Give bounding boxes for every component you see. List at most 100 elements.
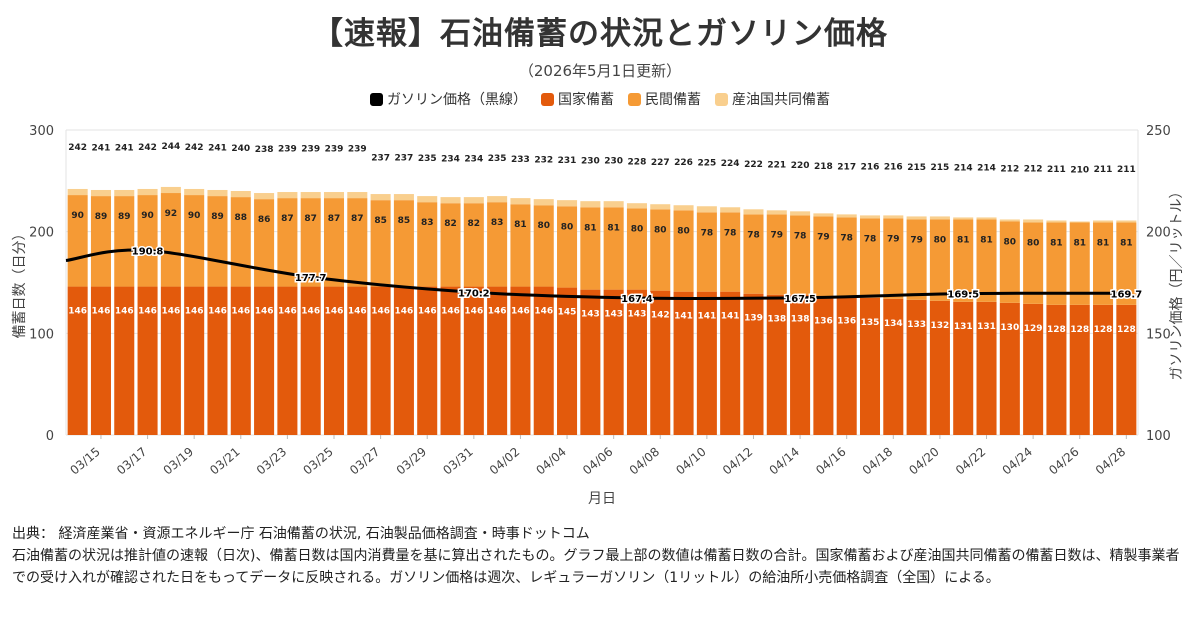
bar-segment — [440, 286, 461, 435]
legend-label-line: ガソリン価格（黒線） — [387, 92, 527, 108]
bar-segment — [673, 291, 694, 435]
data-label-private: 79 — [887, 234, 900, 244]
data-label-private: 79 — [910, 235, 923, 245]
bar-segment — [557, 287, 578, 435]
bar-segment — [557, 206, 578, 288]
data-label-national: 146 — [348, 307, 367, 317]
footer: 出典： 経済産業省・資源エネルギー庁 石油備蓄の状況, 石油製品価格調査・時事ド… — [12, 523, 1192, 589]
bar-segment — [440, 197, 461, 204]
y2-tick-label: 100 — [1146, 429, 1171, 444]
bar-segment — [230, 197, 251, 287]
data-label-total: 227 — [651, 158, 670, 168]
bar-segment — [393, 200, 414, 287]
chart-subtitle: （2026年5月1日更新） — [518, 62, 682, 80]
data-label-total: 216 — [861, 163, 880, 173]
bar-segment — [347, 198, 368, 287]
data-label-private: 81 — [607, 223, 620, 233]
bar-segment — [859, 218, 881, 298]
bar-segment — [859, 297, 881, 435]
bar-segment — [999, 221, 1020, 303]
data-label-national: 146 — [301, 307, 320, 317]
bar-segment — [463, 203, 484, 287]
data-label-total: 217 — [837, 162, 856, 172]
bar-segment — [114, 189, 135, 197]
bar-segment — [487, 286, 508, 435]
x-tick-label: 04/12 — [720, 445, 755, 478]
data-label-national: 135 — [861, 318, 880, 328]
legend-item-joint[interactable]: 産油国共同備蓄 — [715, 89, 830, 109]
bar-segment — [67, 195, 88, 287]
gasoline-price-label: 167.4 — [621, 294, 653, 305]
data-label-national: 131 — [977, 322, 996, 332]
data-label-private: 82 — [444, 219, 457, 229]
explanation-note: 石油備蓄の状況は推計値の速報（日次)、備蓄日数は国内消費量を基に算出されたもの。… — [12, 548, 1180, 586]
bar-segment — [953, 219, 974, 302]
data-label-national: 146 — [115, 307, 134, 317]
data-label-total: 210 — [1070, 165, 1089, 175]
data-label-national: 146 — [325, 307, 344, 317]
bar-segment — [696, 291, 717, 435]
bar-segment — [790, 211, 811, 216]
data-label-national: 146 — [161, 307, 180, 317]
data-label-total: 234 — [441, 155, 460, 165]
data-label-national: 128 — [1070, 325, 1089, 335]
bar-segment — [836, 214, 857, 218]
bar-segment — [254, 199, 275, 287]
bar-segment — [626, 289, 647, 435]
data-label-total: 239 — [348, 144, 367, 154]
bar-segment — [510, 286, 531, 435]
bar-segment — [1093, 304, 1114, 435]
bar-segment — [277, 192, 298, 199]
data-label-national: 146 — [534, 307, 553, 317]
data-label-total: 239 — [278, 144, 297, 154]
data-label-total: 211 — [1047, 165, 1066, 175]
bar-segment — [1046, 222, 1067, 305]
bar-segment — [859, 215, 881, 219]
x-tick-label: 03/25 — [300, 445, 335, 478]
bar-segment — [533, 286, 554, 435]
bar-segment — [417, 202, 438, 287]
y2-tick-label: 150 — [1146, 327, 1171, 342]
data-label-private: 80 — [654, 225, 667, 235]
data-label-national: 139 — [744, 314, 763, 324]
data-label-national: 136 — [837, 317, 856, 327]
bar-segment — [813, 216, 834, 297]
data-label-national: 138 — [767, 315, 786, 325]
data-label-national: 136 — [814, 317, 833, 327]
bar-segment — [720, 291, 741, 435]
data-label-national: 128 — [1094, 325, 1113, 335]
bar-segment — [347, 192, 368, 199]
data-label-national: 146 — [255, 307, 274, 317]
bar-segment — [696, 206, 717, 213]
legend-item-line[interactable]: ガソリン価格（黒線） — [370, 89, 527, 109]
data-label-national: 143 — [581, 310, 600, 320]
x-tick-label: 03/29 — [394, 445, 429, 478]
data-label-total: 244 — [161, 142, 180, 152]
data-label-private: 81 — [957, 235, 970, 245]
bar-segment — [277, 286, 298, 435]
data-label-total: 237 — [395, 153, 414, 163]
data-label-private: 80 — [677, 226, 690, 236]
data-label-total: 216 — [884, 163, 903, 173]
bar-segment — [487, 202, 508, 287]
x-tick-label: 04/14 — [767, 445, 802, 478]
legend-item-private[interactable]: 民間備蓄 — [628, 89, 701, 109]
bar-segment — [67, 188, 88, 196]
gasoline-price-label: 170.2 — [458, 288, 490, 299]
data-label-private: 83 — [491, 218, 504, 228]
bar-segment — [766, 214, 787, 295]
bar-segment — [230, 191, 251, 198]
data-label-total: 235 — [488, 154, 507, 164]
bar-segment — [603, 207, 624, 290]
data-label-total: 215 — [907, 163, 926, 173]
chart-title: 【速報】石油備蓄の状況とガソリン価格 — [312, 16, 888, 52]
x-tick-label: 04/24 — [1000, 445, 1035, 478]
data-label-private: 89 — [95, 212, 108, 222]
bar-segment — [510, 198, 531, 205]
legend-item-national[interactable]: 国家備蓄 — [541, 89, 614, 109]
bar-segment — [254, 286, 275, 435]
bar-segment — [323, 286, 345, 435]
bar-segment — [1093, 220, 1114, 223]
x-tick-label: 04/26 — [1046, 445, 1081, 478]
x-tick-label: 04/06 — [580, 445, 615, 478]
